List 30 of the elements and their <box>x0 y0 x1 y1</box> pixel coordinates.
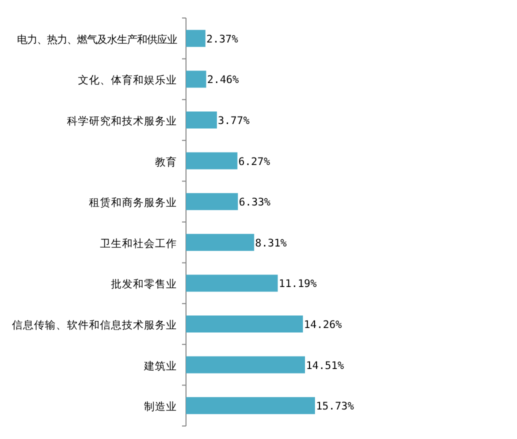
bar <box>186 193 238 210</box>
bar <box>186 30 206 47</box>
y-tick-label: 文化、体育和娱乐业 <box>78 74 177 87</box>
y-tick-label: 批发和零售业 <box>111 278 177 291</box>
y-tick-label: 建筑业 <box>143 359 177 372</box>
y-tick-label: 教育 <box>155 155 177 168</box>
bar <box>186 316 303 332</box>
bar <box>186 397 315 414</box>
bar <box>186 70 206 88</box>
bar <box>186 356 305 374</box>
data-label: 14.26% <box>304 319 343 331</box>
data-label: 14.51% <box>306 360 345 372</box>
data-label: 8.31% <box>255 237 288 250</box>
bar <box>186 112 217 128</box>
bar <box>186 234 254 251</box>
data-label: 2.46% <box>207 74 240 86</box>
bar <box>186 152 238 170</box>
y-tick-label: 租赁和商务服务业 <box>89 196 177 210</box>
data-label: 15.73% <box>316 400 355 413</box>
data-label: 2.37% <box>206 33 239 46</box>
y-tick-label: 科学研究和技术服务业 <box>67 114 177 128</box>
data-label: 11.19% <box>278 278 318 290</box>
y-tick-label: 信息传输、软件和信息技术服务业 <box>12 318 177 332</box>
y-tick-label: 制造业 <box>144 400 177 414</box>
bar <box>186 274 278 292</box>
data-label: 6.33% <box>238 196 272 209</box>
data-label: 6.27% <box>238 156 271 168</box>
y-tick-label: 电力、热力、燃气及水生产和供应业 <box>17 34 177 46</box>
data-label: 3.77% <box>218 115 250 127</box>
y-tick-label: 卫生和社会工作 <box>100 236 177 250</box>
